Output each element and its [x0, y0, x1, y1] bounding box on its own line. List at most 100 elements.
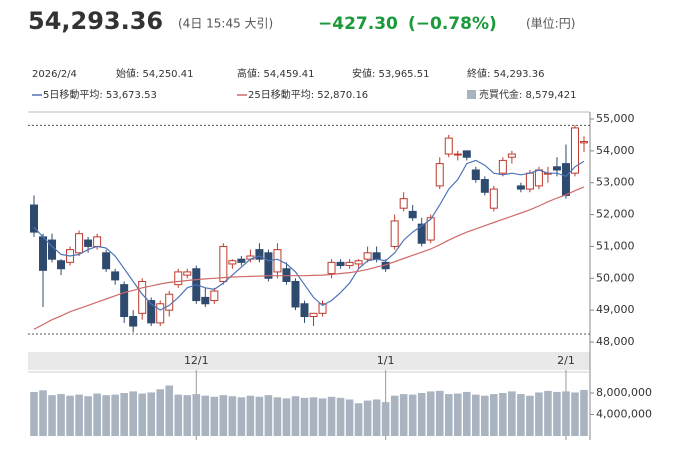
change-pct: (−0.78%) [408, 14, 497, 34]
y-tick-label: 50,000 [596, 271, 635, 284]
volume-bar [228, 396, 237, 436]
candle-body [156, 303, 165, 324]
candle-body [435, 163, 444, 187]
y-tick-label: 52,000 [596, 208, 635, 221]
volume-bar [453, 393, 462, 436]
volume-bar [111, 394, 119, 436]
candle-body [399, 198, 408, 209]
volume-bar [183, 395, 192, 436]
volume-bar [66, 395, 74, 436]
y-tick-label: 53,000 [596, 176, 635, 189]
volume-bar [372, 399, 381, 436]
volume-bar [318, 398, 327, 436]
y-tick-label: 51,000 [596, 239, 635, 252]
candle-body [507, 153, 516, 158]
volume-bar [417, 393, 426, 436]
volume-bar [300, 397, 309, 436]
candle-body [30, 204, 38, 233]
price: 54,293.36 [28, 7, 163, 35]
candle-body [580, 141, 588, 144]
volume-bar [327, 396, 336, 436]
y-tick-label: 49,000 [596, 303, 635, 316]
volume-bar [255, 396, 264, 436]
volume-bar [129, 391, 137, 436]
y-tick-label: 48,000 [596, 335, 635, 348]
candle-body [201, 296, 210, 305]
change: −427.30 [318, 14, 398, 34]
candle-body [552, 166, 561, 171]
volume-bar [57, 394, 65, 436]
candle-body [147, 300, 156, 324]
legend-label: 売買代金: 8,579,421 [479, 88, 576, 101]
volume-bar [517, 394, 525, 436]
volume-bar [444, 394, 453, 436]
volume-bar [336, 397, 345, 436]
info-high: 高値: 54,459.41 [237, 67, 314, 80]
unit: (単位:円) [526, 16, 575, 31]
volume-bar [490, 394, 498, 436]
volume-bar [426, 391, 435, 436]
volume-bar [390, 395, 399, 436]
volume-bar [363, 400, 372, 436]
volume-bar [472, 394, 480, 436]
candle-body [300, 303, 309, 318]
moving-average [33, 159, 585, 311]
candle-body [471, 169, 480, 181]
candle-body [570, 127, 579, 174]
y-tick-label: 55,000 [596, 112, 635, 125]
volume-bar [138, 393, 146, 436]
candle-body [453, 153, 462, 156]
candle-body [165, 293, 174, 311]
volume-bar [408, 394, 417, 436]
candle-body [498, 159, 507, 174]
volume-bar [120, 393, 128, 436]
volume-bar [291, 396, 300, 436]
candle-body [111, 271, 120, 281]
candle-body [534, 169, 543, 187]
volume-bar [264, 395, 273, 436]
info-open: 始値: 54,250.41 [116, 67, 193, 80]
candle-body [129, 316, 138, 327]
candle-body [318, 303, 327, 314]
time: (4日 15:45 大引) [178, 17, 273, 31]
candle-body [120, 284, 129, 318]
volume-bar [544, 390, 552, 436]
candle-body [561, 163, 570, 196]
volume-bar [553, 391, 561, 436]
candle-body [354, 260, 363, 265]
candle-body [39, 236, 48, 271]
x-tick-label: 1/1 [377, 354, 395, 367]
volume-bar [508, 391, 516, 436]
volume-bar [462, 391, 471, 436]
candle-body [57, 260, 66, 270]
y-tick-label: 54,000 [596, 144, 635, 157]
volume-bar [481, 395, 489, 436]
info-low: 安値: 53,965.51 [352, 67, 429, 80]
candle-body [183, 271, 192, 276]
candle-body [48, 239, 57, 260]
x-tick-label: 2/1 [557, 354, 575, 367]
candle-body [255, 249, 264, 260]
candle-body [309, 312, 318, 318]
y2-tick-label: 8,000,000 [596, 386, 652, 399]
candle-body [426, 217, 435, 241]
candle-body [219, 245, 228, 282]
volume-bar [102, 395, 110, 436]
volume-bar [201, 395, 210, 436]
candle-body [489, 188, 498, 209]
volume-bar [345, 399, 354, 436]
legend-swatch [467, 90, 476, 99]
candle-body [462, 150, 471, 158]
candle-body [345, 261, 354, 267]
volume-bar [562, 391, 570, 436]
candle-body [327, 261, 336, 275]
candle-body [210, 290, 219, 302]
legend-label: 25日移動平均: 52,870.16 [248, 88, 368, 101]
candle-body [102, 252, 111, 270]
candle-body [408, 210, 417, 219]
volume-bar [526, 395, 534, 436]
x-axis-band [28, 352, 590, 370]
volume-bar [156, 389, 165, 436]
info-close: 終値: 54,293.36 [467, 67, 544, 80]
